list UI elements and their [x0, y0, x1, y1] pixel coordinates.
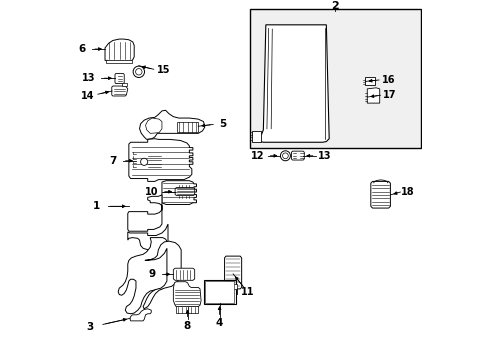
- Polygon shape: [256, 25, 328, 142]
- Polygon shape: [129, 139, 192, 181]
- Text: 10: 10: [144, 187, 158, 197]
- Bar: [232, 284, 237, 289]
- Polygon shape: [115, 73, 124, 84]
- Text: 11: 11: [241, 287, 254, 297]
- Polygon shape: [136, 152, 163, 171]
- Circle shape: [280, 151, 290, 161]
- Bar: [249, 9, 420, 148]
- Text: 5: 5: [218, 120, 225, 130]
- Bar: [176, 306, 197, 313]
- Text: 2: 2: [331, 1, 338, 11]
- Text: 14: 14: [81, 91, 94, 101]
- Text: 8: 8: [183, 320, 190, 330]
- Bar: [105, 60, 132, 63]
- Bar: [177, 122, 198, 132]
- Polygon shape: [105, 39, 134, 61]
- Circle shape: [133, 66, 144, 77]
- Polygon shape: [139, 110, 204, 139]
- Bar: [365, 77, 375, 85]
- Text: 16: 16: [382, 75, 395, 85]
- Bar: [204, 282, 234, 303]
- Text: 17: 17: [382, 90, 396, 100]
- Bar: [203, 280, 235, 304]
- Polygon shape: [291, 151, 304, 160]
- Polygon shape: [162, 181, 196, 204]
- Text: 18: 18: [400, 187, 413, 197]
- Polygon shape: [370, 181, 389, 208]
- Circle shape: [135, 69, 142, 75]
- Polygon shape: [173, 282, 201, 307]
- Text: 15: 15: [156, 66, 170, 75]
- Circle shape: [141, 158, 147, 165]
- Polygon shape: [175, 188, 194, 195]
- Text: 4: 4: [216, 318, 223, 328]
- Polygon shape: [127, 224, 168, 252]
- Circle shape: [282, 153, 288, 159]
- Text: 12: 12: [251, 151, 264, 161]
- Text: 3: 3: [86, 322, 93, 332]
- Text: 6: 6: [78, 44, 85, 54]
- Polygon shape: [366, 88, 379, 103]
- Polygon shape: [130, 309, 151, 321]
- Bar: [251, 131, 260, 141]
- Polygon shape: [145, 118, 162, 133]
- Polygon shape: [143, 241, 181, 309]
- Text: 1: 1: [93, 201, 100, 211]
- Bar: [122, 83, 127, 86]
- Text: 7: 7: [109, 156, 116, 166]
- Polygon shape: [118, 238, 168, 314]
- Text: 13: 13: [81, 73, 95, 83]
- Polygon shape: [127, 195, 162, 231]
- Polygon shape: [224, 256, 241, 289]
- Polygon shape: [173, 268, 194, 280]
- Text: 9: 9: [148, 269, 155, 279]
- Polygon shape: [112, 86, 127, 96]
- Text: 13: 13: [317, 151, 331, 161]
